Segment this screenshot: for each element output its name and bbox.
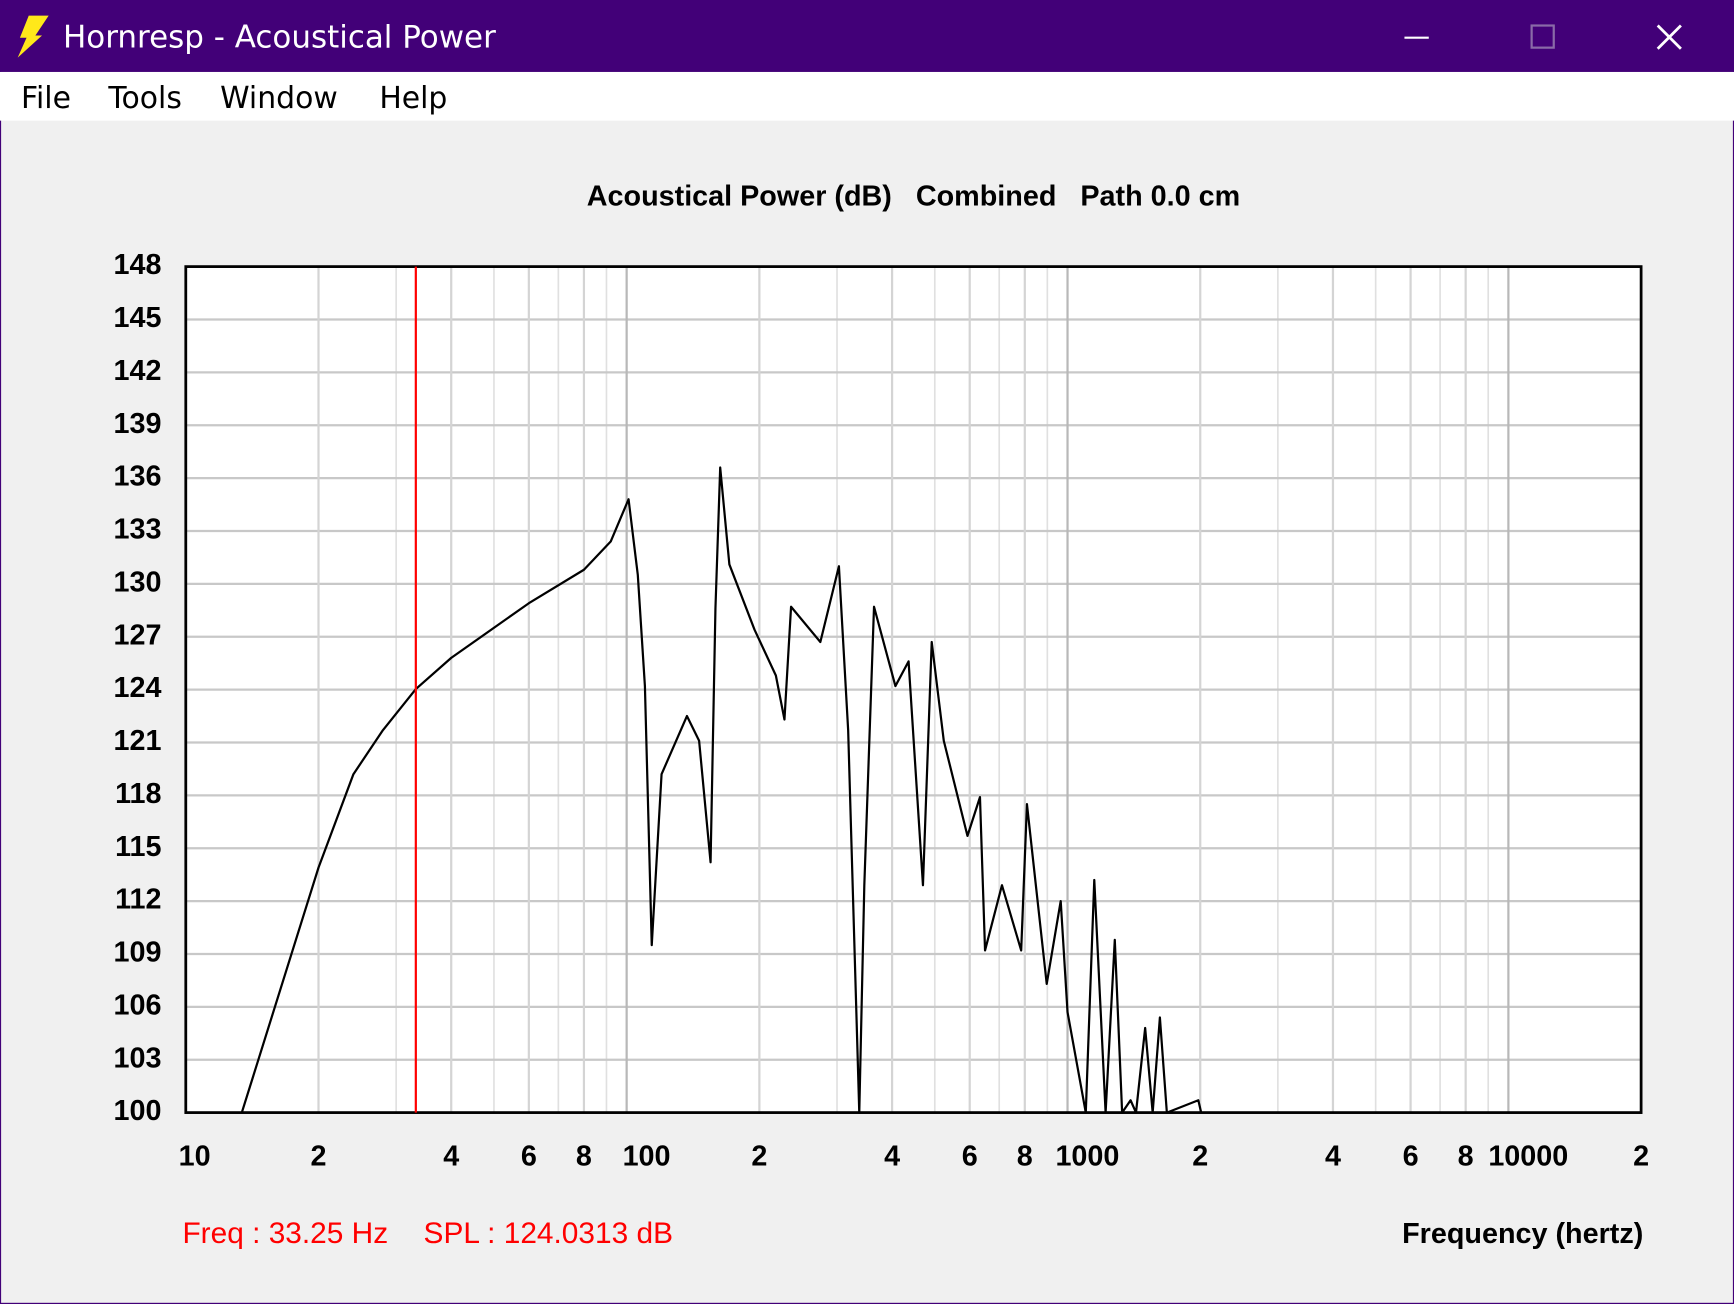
cursor-spl: SPL : 124.0313 dB [424, 1217, 673, 1250]
y-tick-label: 112 [115, 884, 161, 916]
response-line [240, 466, 1203, 1114]
window-title: Hornresp - Acoustical Power [63, 19, 496, 55]
x-tick-label: 6 [521, 1141, 537, 1173]
y-tick-label: 109 [113, 937, 161, 969]
y-tick-label: 145 [113, 302, 161, 334]
x-tick-label: 1000 [1055, 1141, 1119, 1173]
x-tick-label: 8 [576, 1141, 592, 1173]
menu-item[interactable]: Window [220, 81, 338, 116]
y-tick-label: 121 [113, 725, 161, 757]
x-tick-label: 4 [884, 1141, 900, 1173]
maximize-button[interactable] [1530, 24, 1555, 49]
x-tick-label: 6 [962, 1141, 978, 1173]
x-tick-label: 100 [623, 1141, 671, 1173]
menu-item[interactable]: Help [379, 81, 447, 116]
y-tick-label: 115 [115, 831, 161, 863]
x-tick-label: 4 [1325, 1141, 1341, 1173]
x-tick-label: 2 [1192, 1141, 1208, 1173]
x-tick-label: 6 [1403, 1141, 1419, 1173]
y-tick-label: 148 [113, 249, 161, 281]
close-button[interactable] [1656, 24, 1682, 50]
x-axis-label: Frequency (hertz) [1402, 1218, 1643, 1250]
y-tick-label: 118 [115, 778, 161, 810]
x-tick-label: 8 [1017, 1141, 1033, 1173]
x-tick-label: 2 [311, 1141, 327, 1173]
x-tick-label: 10 [179, 1141, 211, 1173]
y-tick-label: 133 [113, 514, 161, 546]
x-tick-label: 4 [443, 1141, 459, 1173]
menu-item[interactable]: Tools [107, 81, 182, 116]
cursor-freq: Freq : 33.25 Hz [182, 1217, 388, 1250]
menu-bar [0, 71, 1734, 121]
x-tick-label: 8 [1458, 1141, 1474, 1173]
y-tick-label: 103 [113, 1042, 161, 1074]
x-tick-label: 2 [1633, 1141, 1649, 1173]
title-bar [0, 0, 1734, 72]
x-tick-label: 2 [751, 1141, 767, 1173]
chart-title: Acoustical Power (dB) Combined Path 0.0 … [587, 181, 1240, 213]
y-tick-label: 106 [113, 989, 161, 1021]
y-tick-label: 142 [113, 355, 161, 387]
y-tick-label: 139 [113, 408, 161, 440]
y-tick-label: 124 [113, 672, 161, 704]
y-tick-label: 127 [113, 619, 161, 651]
y-tick-label: 136 [113, 461, 161, 493]
plot-border [184, 265, 1643, 1114]
x-tick-label: 10000 [1488, 1141, 1568, 1173]
y-tick-label: 100 [113, 1095, 161, 1127]
y-tick-label: 130 [113, 566, 161, 598]
app-icon [17, 15, 49, 58]
menu-item[interactable]: File [21, 81, 71, 116]
